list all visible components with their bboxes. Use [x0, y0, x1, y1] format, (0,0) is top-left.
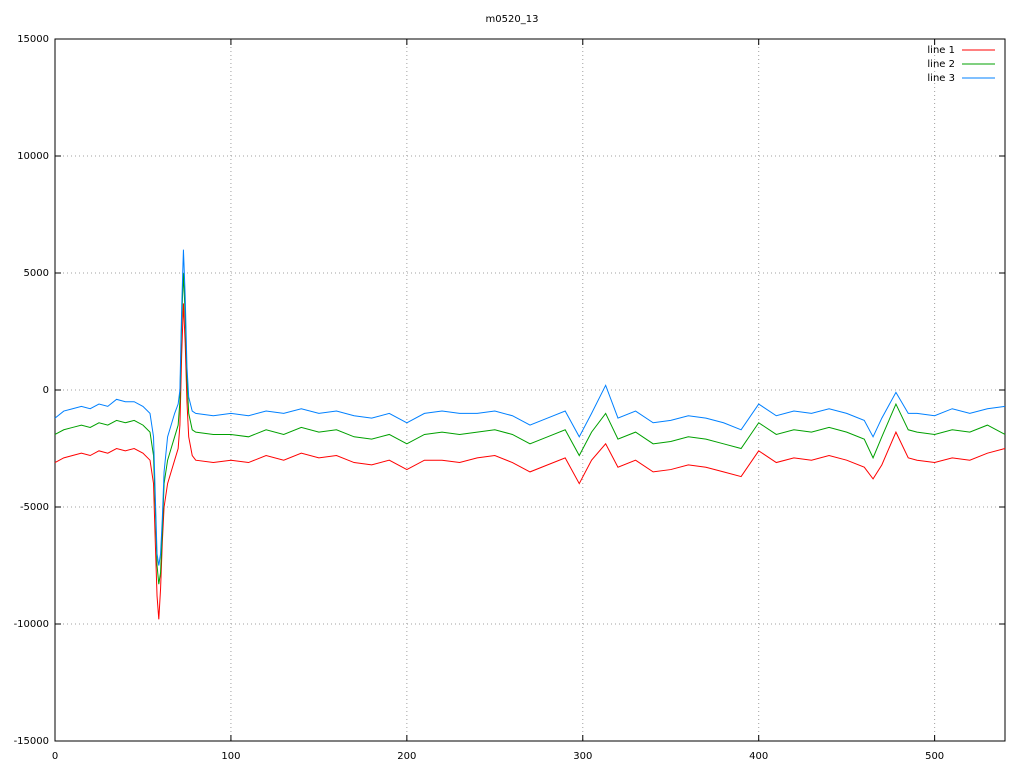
x-tick-label: 400 [749, 751, 768, 762]
x-tick-label: 500 [925, 751, 944, 762]
legend-label: line 2 [927, 59, 955, 70]
x-tick-label: 300 [573, 751, 592, 762]
y-tick-label: -10000 [14, 619, 49, 630]
y-tick-label: 0 [43, 385, 49, 396]
chart-title: m0520_13 [486, 14, 539, 25]
data-line [54, 303, 1006, 620]
data-line [54, 249, 1006, 566]
y-tick-label: 15000 [17, 34, 49, 45]
y-tick-label: 10000 [17, 151, 49, 162]
y-tick-label: -5000 [20, 502, 49, 513]
y-tick-label: 5000 [24, 268, 49, 279]
x-tick-label: 100 [221, 751, 240, 762]
y-tick-label: -15000 [14, 736, 49, 747]
legend-label: line 1 [927, 45, 955, 56]
plot-frame [54, 38, 1006, 742]
x-tick-label: 200 [397, 751, 416, 762]
x-tick-label: 0 [52, 751, 58, 762]
legend-label: line 3 [927, 73, 955, 84]
